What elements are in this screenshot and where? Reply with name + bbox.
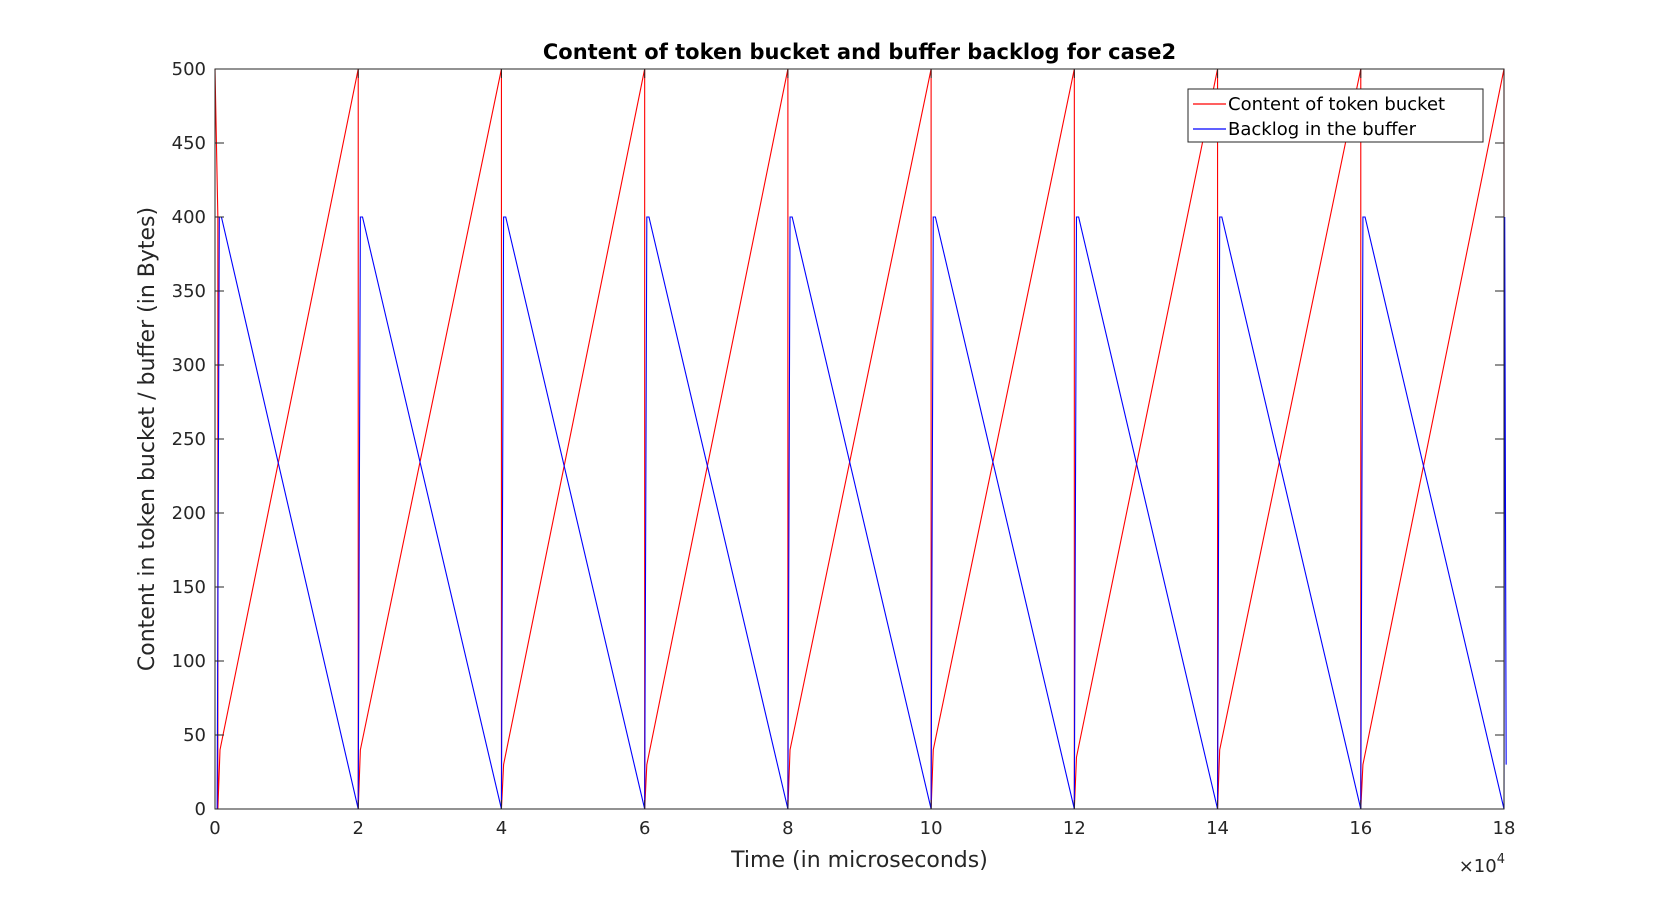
legend: Content of token bucket Backlog in the bu… <box>1187 88 1484 143</box>
x-tick-label: 12 <box>1063 818 1086 839</box>
y-tick-label: 0 <box>195 799 206 820</box>
y-tick-label: 300 <box>172 355 206 376</box>
legend-label: Content of token bucket <box>1228 94 1445 115</box>
x-tick-label: 0 <box>209 818 220 839</box>
x-axis-title: Time (in microseconds) <box>730 848 988 873</box>
tick-layer: 0 2 4 6 8 10 12 14 16 18 0 50 100 150 200 250 300 350 400 4… <box>172 59 1516 839</box>
legend-box <box>1187 88 1484 143</box>
x-axis-exponent: ×104 <box>1459 852 1505 877</box>
legend-label: Backlog in the buffer <box>1228 119 1417 140</box>
x-axis-exponent-power: 4 <box>1497 852 1505 867</box>
y-tick-label: 200 <box>172 503 206 524</box>
y-tick-label: 400 <box>172 207 206 228</box>
y-tick-label: 150 <box>172 577 206 598</box>
x-tick-label: 8 <box>782 818 793 839</box>
y-axis-title: Content in token bucket / buffer (in Byt… <box>135 207 160 671</box>
x-tick-label: 6 <box>639 818 650 839</box>
x-tick-label: 14 <box>1206 818 1229 839</box>
y-tick-label: 500 <box>172 59 206 80</box>
x-tick-label: 18 <box>1493 818 1516 839</box>
y-tick-label: 100 <box>172 651 206 672</box>
y-tick-label: 350 <box>172 281 206 302</box>
x-tick-label: 16 <box>1349 818 1372 839</box>
plot-area <box>215 69 1504 809</box>
chart-title: Content of token bucket and buffer backl… <box>543 40 1176 64</box>
y-tick-label: 250 <box>172 429 206 450</box>
y-tick-label: 50 <box>183 725 206 746</box>
x-axis-exponent-base: ×10 <box>1459 856 1497 877</box>
x-tick-label: 2 <box>352 818 363 839</box>
x-tick-label: 10 <box>920 818 943 839</box>
y-tick-label: 450 <box>172 133 206 154</box>
x-tick-label: 4 <box>496 818 507 839</box>
